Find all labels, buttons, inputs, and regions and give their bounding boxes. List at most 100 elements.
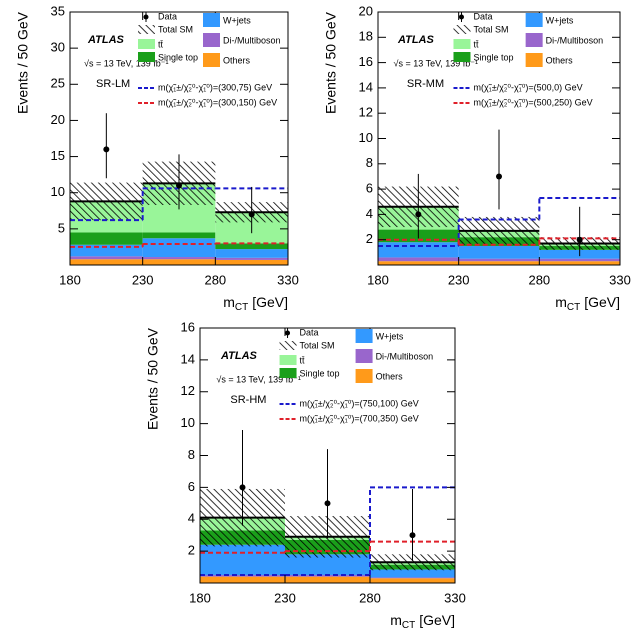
legend-swatch bbox=[355, 369, 373, 383]
chart: 5 10 15 20 25 30 35 180 230 280 330 Events / 50 GeV… bbox=[15, 3, 299, 312]
bar-segment bbox=[539, 258, 620, 262]
x-tick-label: 230 bbox=[448, 272, 470, 287]
legend-swatch bbox=[453, 52, 471, 62]
x-axis-label-part: CT bbox=[402, 620, 415, 628]
y-tick-label: 8 bbox=[366, 155, 373, 170]
y-tick-label: 4 bbox=[188, 511, 195, 526]
bar-segment bbox=[142, 238, 216, 258]
bar-segment bbox=[215, 259, 288, 265]
x-tick-label: 230 bbox=[132, 272, 154, 287]
x-axis-label: mCT [GeV] bbox=[390, 612, 455, 628]
x-tick-label: 280 bbox=[359, 590, 381, 605]
x-tick-label: 330 bbox=[609, 272, 631, 287]
legend-label: Others bbox=[546, 55, 574, 65]
y-tick-label: 8 bbox=[188, 447, 195, 462]
y-tick-label: 2 bbox=[366, 231, 373, 246]
legend-label: Data bbox=[473, 11, 492, 21]
legend-label: Di-/Multiboson bbox=[223, 35, 281, 45]
y-tick-label: 10 bbox=[51, 184, 65, 199]
bar-segment bbox=[215, 243, 288, 250]
legend-label: tt̄ bbox=[473, 39, 479, 49]
chart: 2 4 6 8 10 12 14 16 180 230 280 330 Events / 50 GeV m… bbox=[145, 319, 466, 628]
bar-segment bbox=[285, 554, 370, 576]
legend-label: Single top bbox=[158, 52, 198, 62]
data-point bbox=[415, 211, 422, 218]
legend-swatch bbox=[453, 39, 471, 49]
y-axis-label: Events / 50 GeV bbox=[145, 327, 161, 430]
region-label: SR-MM bbox=[407, 78, 444, 90]
x-tick-label: 280 bbox=[204, 272, 226, 287]
x-tick-label: 280 bbox=[528, 272, 550, 287]
x-axis-label-part: [GeV] bbox=[252, 294, 288, 310]
x-axis-label-part: CT bbox=[235, 302, 248, 313]
x-tick-label: 180 bbox=[367, 272, 389, 287]
legend-label: m(χ̃₁±/χ̃₂⁰-χ̃₁⁰)=(750,100) GeV bbox=[300, 398, 419, 408]
x-axis-label-part: m bbox=[223, 294, 235, 310]
y-tick-label: 35 bbox=[51, 3, 65, 18]
x-axis-label-part: [GeV] bbox=[419, 612, 455, 628]
legend-label: m(χ̃₁±/χ̃₂⁰-χ̃₁⁰)=(300,150) GeV bbox=[158, 97, 277, 107]
bar-segment bbox=[370, 577, 455, 579]
y-tick-label: 10 bbox=[181, 415, 195, 430]
legend-swatch bbox=[279, 355, 297, 365]
x-tick-label: 180 bbox=[189, 590, 211, 605]
legend-label: Data bbox=[158, 11, 177, 21]
legend-label: W+jets bbox=[223, 15, 251, 25]
legend-swatch bbox=[138, 25, 155, 34]
bar-segment bbox=[215, 249, 288, 258]
region-label: SR-HM bbox=[230, 394, 266, 406]
x-axis-label-part: m bbox=[390, 612, 402, 628]
data-point bbox=[103, 146, 110, 153]
y-tick-label: 30 bbox=[51, 40, 65, 55]
bar-segment bbox=[142, 232, 216, 239]
legend-swatch bbox=[453, 25, 471, 34]
bar-segment bbox=[539, 261, 620, 265]
bar-segment bbox=[458, 246, 540, 259]
y-tick-label: 2 bbox=[188, 543, 195, 558]
bar-segment bbox=[215, 257, 288, 260]
data-point bbox=[239, 484, 246, 491]
legend-swatch bbox=[279, 341, 297, 350]
data-point bbox=[496, 173, 502, 180]
bar-segment bbox=[142, 257, 216, 260]
y-tick-label: 25 bbox=[51, 76, 65, 91]
y-axis-label: Events / 50 GeV bbox=[323, 11, 339, 114]
legend-label: Total SM bbox=[300, 340, 335, 350]
x-axis-label: mCT [GeV] bbox=[223, 294, 288, 313]
bar-segment bbox=[70, 244, 143, 257]
legend-label: Others bbox=[223, 55, 251, 65]
legend-label: Total SM bbox=[158, 24, 193, 34]
y-tick-label: 12 bbox=[359, 105, 373, 120]
y-tick-label: 18 bbox=[359, 29, 373, 44]
legend-swatch bbox=[138, 39, 155, 49]
y-tick-label: 16 bbox=[181, 319, 195, 334]
bar-segment bbox=[70, 256, 143, 260]
x-axis-label-part: CT bbox=[567, 302, 580, 313]
legend-swatch bbox=[279, 368, 297, 378]
bar-segment bbox=[200, 544, 285, 576]
x-tick-label: 230 bbox=[274, 590, 296, 605]
y-tick-label: 5 bbox=[58, 220, 65, 235]
legend-label: tt̄ bbox=[300, 355, 306, 365]
data-point bbox=[324, 500, 331, 507]
legend-swatch bbox=[203, 53, 220, 67]
legend-label: Total SM bbox=[473, 24, 508, 34]
y-axis-label: Events / 50 GeV bbox=[15, 11, 31, 114]
legend-swatch bbox=[203, 13, 220, 27]
bar-segment bbox=[142, 259, 216, 265]
energy-label: √s = 13 TeV, 139 fb⁻¹ bbox=[216, 374, 301, 384]
bar-segment bbox=[370, 569, 455, 578]
x-tick-label: 180 bbox=[59, 272, 81, 287]
legend-label: m(χ̃₁±/χ̃₂⁰-χ̃₁⁰)=(500,250) GeV bbox=[473, 97, 592, 107]
y-tick-label: 20 bbox=[359, 3, 373, 18]
y-tick-label: 14 bbox=[359, 79, 373, 94]
bar-segment bbox=[378, 257, 459, 262]
y-tick-label: 14 bbox=[181, 351, 195, 366]
legend-swatch bbox=[525, 33, 543, 47]
chart: 2 4 6 8 10 12 14 16 18 20 180 230 280 330 Events / 50 … bbox=[323, 3, 631, 312]
bar-segment bbox=[200, 576, 285, 583]
x-tick-label: 330 bbox=[277, 272, 299, 287]
data-point bbox=[176, 182, 182, 189]
